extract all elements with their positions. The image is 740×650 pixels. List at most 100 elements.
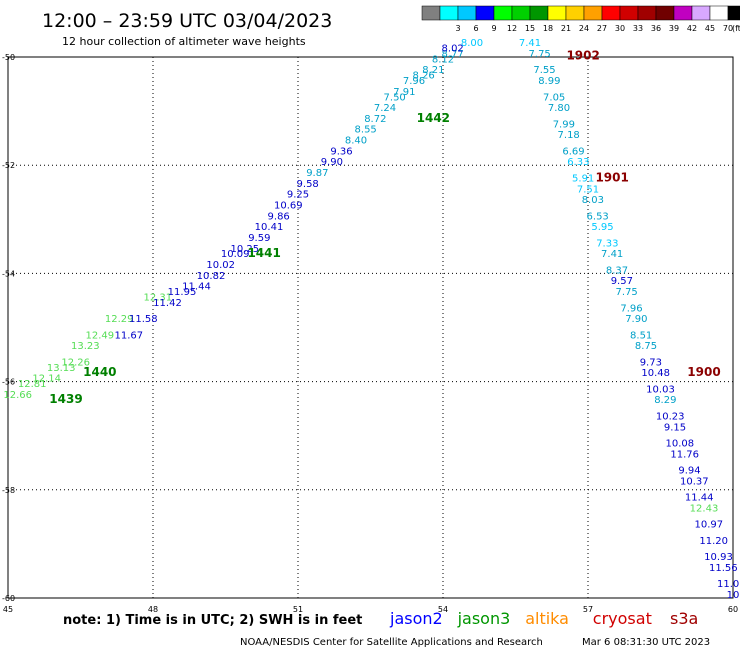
wave-height-point: 7.51 bbox=[577, 184, 599, 195]
wave-height-point: 11.56 bbox=[709, 563, 738, 574]
satellite-legend: jason2 jason3 altika cryosat s3a bbox=[389, 609, 698, 628]
scale-swatch bbox=[727, 5, 740, 21]
wave-height-point: 7.96 bbox=[403, 76, 425, 87]
x-tick-label: 60 bbox=[728, 605, 738, 614]
wave-height-point: 11.42 bbox=[153, 298, 182, 309]
time-label: 1439 bbox=[49, 392, 82, 406]
x-tick-label: 51 bbox=[293, 605, 303, 614]
wave-height-point: 11.67 bbox=[115, 330, 144, 341]
time-label: 1900 bbox=[687, 365, 720, 379]
wave-height-point: 10.48 bbox=[641, 368, 670, 379]
wave-height-point: 9.15 bbox=[664, 422, 686, 433]
wave-height-point: 13.23 bbox=[71, 341, 100, 352]
wave-height-point: 7.96 bbox=[620, 303, 642, 314]
axis-ticks: 45 48 51 54 57 60 -50 -52 -54 -56 -58 -60 bbox=[2, 53, 738, 614]
wave-height-point: 7.99 bbox=[553, 119, 575, 130]
scale-label: 18 bbox=[543, 24, 553, 33]
y-tick-label: -52 bbox=[2, 161, 15, 170]
y-tick-label: -58 bbox=[2, 486, 15, 495]
scale-label: 45 bbox=[705, 24, 715, 33]
wave-height-point: 12.81 bbox=[18, 379, 47, 390]
scale-label: 70 bbox=[723, 24, 733, 33]
wave-height-point: 10.02 bbox=[206, 260, 235, 271]
wave-height-point: 8.00 bbox=[461, 38, 483, 49]
scale-label: 30 bbox=[615, 24, 625, 33]
page-subtitle: 12 hour collection of altimeter wave hei… bbox=[62, 35, 306, 48]
wave-height-point: 8.12 bbox=[432, 54, 454, 65]
footer-timestamp: Mar 6 08:31:30 UTC 2023 bbox=[582, 637, 710, 648]
scale-swatch bbox=[601, 5, 621, 21]
scale-swatch bbox=[691, 5, 711, 21]
wave-height-point: 9.73 bbox=[640, 357, 662, 368]
x-tick-label: 45 bbox=[3, 605, 13, 614]
wave-height-point: 9.87 bbox=[306, 168, 328, 179]
time-label: 1901 bbox=[595, 170, 628, 184]
wave-height-point: 8.99 bbox=[538, 76, 560, 87]
wave-height-point: 12.31 bbox=[144, 292, 173, 303]
scale-swatch bbox=[457, 5, 477, 21]
satellite-legend-item: jason3 bbox=[457, 609, 511, 628]
scale-swatch bbox=[673, 5, 693, 21]
wave-height-point: 7.55 bbox=[533, 65, 555, 76]
scale-swatch bbox=[493, 5, 513, 21]
wave-height-point: 11.58 bbox=[129, 314, 158, 325]
wave-height-point: 10 bbox=[727, 590, 740, 601]
footer-note: note: 1) Time is in UTC; 2) SWH is in fe… bbox=[63, 613, 362, 628]
page-title: 12:00 – 23:59 UTC 03/04/2023 bbox=[42, 10, 332, 32]
wave-height-point: 10.41 bbox=[255, 222, 284, 233]
scale-swatch bbox=[547, 5, 567, 21]
wave-height-point: 10.82 bbox=[197, 271, 226, 282]
scale-swatch bbox=[583, 5, 603, 21]
scale-swatch bbox=[637, 5, 657, 21]
time-label: 1440 bbox=[83, 365, 116, 379]
scale-label: 6 bbox=[473, 24, 478, 33]
wave-height-point: 8.75 bbox=[635, 341, 657, 352]
wave-height-point: 7.80 bbox=[548, 103, 570, 114]
satellite-legend-item: cryosat bbox=[593, 609, 652, 628]
time-label: 1441 bbox=[247, 246, 280, 260]
wave-height-point: 7.24 bbox=[374, 103, 396, 114]
wave-height-point: 10.69 bbox=[274, 200, 303, 211]
wave-height-point: 12.66 bbox=[3, 390, 32, 401]
wave-height-point: 8.72 bbox=[364, 114, 386, 125]
wave-height-point: 10.97 bbox=[695, 520, 724, 531]
wave-height-point: 8.40 bbox=[345, 136, 367, 147]
wave-height-point: 7.50 bbox=[384, 92, 406, 103]
y-tick-label: -56 bbox=[2, 378, 15, 387]
wave-height-point: 9.57 bbox=[611, 276, 633, 287]
scale-swatch bbox=[529, 5, 549, 21]
wave-height-point: 8.51 bbox=[630, 330, 652, 341]
satellite-legend-item: s3a bbox=[670, 609, 698, 628]
scale-label: 39 bbox=[669, 24, 679, 33]
wave-height-point: 11.0 bbox=[717, 579, 739, 590]
y-tick-label: -54 bbox=[2, 269, 15, 278]
wave-height-point: 11.44 bbox=[182, 282, 211, 293]
wave-height-point: 7.91 bbox=[393, 87, 415, 98]
wave-height-point: 13.13 bbox=[47, 363, 76, 374]
wave-height-point: 7.41 bbox=[601, 249, 623, 260]
scale-label: 21 bbox=[561, 24, 571, 33]
plot-frame bbox=[7, 56, 734, 599]
wave-height-point: 7.90 bbox=[625, 314, 647, 325]
wave-height-point: 10.23 bbox=[656, 411, 685, 422]
scale-label: 33 bbox=[633, 24, 643, 33]
scale-swatch bbox=[619, 5, 639, 21]
wave-height-point: 8.21 bbox=[422, 65, 444, 76]
time-label: 1442 bbox=[417, 111, 450, 125]
wave-height-point: 9.36 bbox=[330, 146, 352, 157]
satellite-legend-item: altika bbox=[525, 609, 569, 628]
wave-height-point: 7.05 bbox=[543, 92, 565, 103]
wave-height-point: 9.25 bbox=[287, 190, 309, 201]
wave-height-point: 7.33 bbox=[596, 238, 618, 249]
scale-swatch bbox=[709, 5, 729, 21]
wave-height-point: 12.26 bbox=[61, 357, 90, 368]
wave-height-point: 10.93 bbox=[704, 552, 733, 563]
scale-label: 27 bbox=[597, 24, 607, 33]
scale-swatch bbox=[439, 5, 459, 21]
scale-swatch bbox=[655, 5, 675, 21]
wave-height-point: 9.59 bbox=[248, 233, 270, 244]
x-tick-label: 54 bbox=[438, 605, 448, 614]
